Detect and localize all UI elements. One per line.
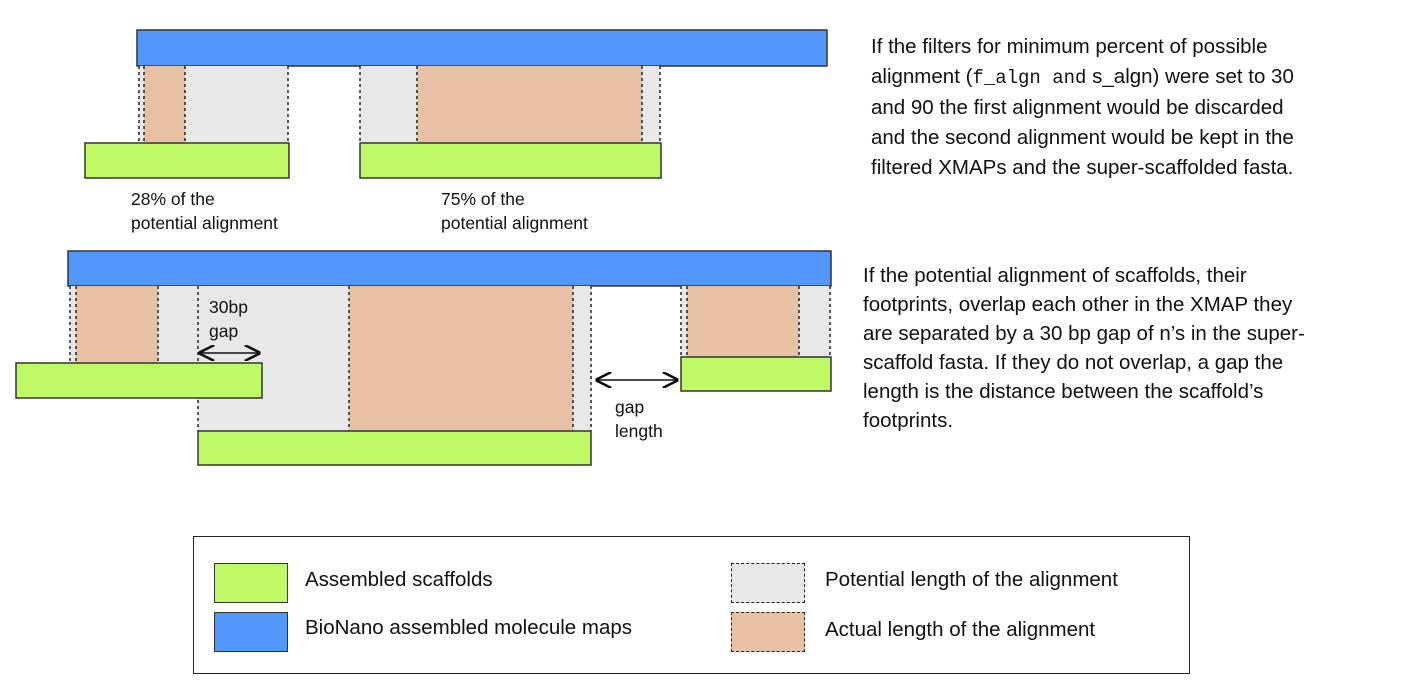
note-line: length is the distance between the scaff… — [863, 380, 1264, 403]
note-line: and 90 the first alignment would be disc… — [871, 96, 1284, 119]
note-text: s_algn) were set to 30 — [1086, 65, 1294, 88]
label-line: 75% of the — [441, 189, 525, 209]
label-line: potential alignment — [441, 213, 588, 233]
gap-30bp-label: 30bp gap — [209, 295, 248, 343]
label-line: 28% of the — [131, 189, 215, 209]
actual-region-a — [76, 286, 158, 363]
legend: Assembled scaffolds BioNano assembled mo… — [193, 536, 1190, 674]
legend-label-potential: Potential length of the alignment — [825, 568, 1118, 591]
actual-region-b — [349, 286, 573, 431]
label-line: length — [615, 421, 663, 441]
scaffold-second — [359, 142, 662, 179]
note-line: If the potential alignment of scaffolds,… — [863, 264, 1247, 287]
molecule-map-top — [136, 29, 828, 67]
top-panel — [84, 29, 828, 179]
second-alignment-label: 75% of the potential alignment — [441, 187, 588, 235]
label-line: 30bp — [209, 297, 248, 317]
legend-swatch-scaffold — [214, 563, 288, 603]
actual-region-first — [144, 66, 185, 143]
scaffold-c — [680, 356, 832, 392]
note-line: footprints, overlap each other in the XM… — [863, 293, 1293, 316]
molecule-map-bottom — [67, 250, 832, 287]
label-line: gap — [615, 397, 645, 417]
note-line: alignment (f_algn and s_algn) were set t… — [871, 62, 1411, 93]
label-line: gap — [209, 321, 239, 341]
scaffold-b — [197, 430, 592, 466]
note-text: alignment ( — [871, 65, 973, 88]
note-line: footprints. — [863, 409, 954, 432]
first-alignment-label: 28% of the potential alignment — [131, 187, 278, 235]
gap-length-label: gap length — [615, 395, 663, 443]
note-line: are separated by a 30 bp gap of n’s in t… — [863, 322, 1305, 345]
top-explanation: If the filters for minimum percent of po… — [871, 32, 1411, 183]
scaffold-first — [84, 142, 290, 179]
legend-label-molecule-maps: BioNano assembled molecule maps — [305, 616, 633, 639]
bottom-panel — [15, 250, 832, 466]
note-line: filtered XMAPs and the super-scaffolded … — [871, 156, 1294, 179]
legend-label-actual: Actual length of the alignment — [825, 618, 1096, 641]
legend-swatch-potential — [731, 563, 805, 603]
actual-region-c — [687, 286, 799, 357]
note-line: If the filters for minimum percent of po… — [871, 35, 1268, 58]
legend-swatch-molecule-map — [214, 612, 288, 652]
note-line: scaffold fasta. If they do not overlap, … — [863, 351, 1284, 374]
label-line: potential alignment — [131, 213, 278, 233]
scaffold-a — [15, 362, 263, 399]
note-line: and the second alignment would be kept i… — [871, 126, 1294, 149]
actual-region-second — [417, 66, 642, 143]
bottom-explanation: If the potential alignment of scaffolds,… — [863, 261, 1413, 435]
legend-swatch-actual — [731, 612, 805, 652]
filter-param-code: f_algn and — [972, 67, 1087, 89]
legend-label-scaffolds: Assembled scaffolds — [305, 568, 493, 591]
